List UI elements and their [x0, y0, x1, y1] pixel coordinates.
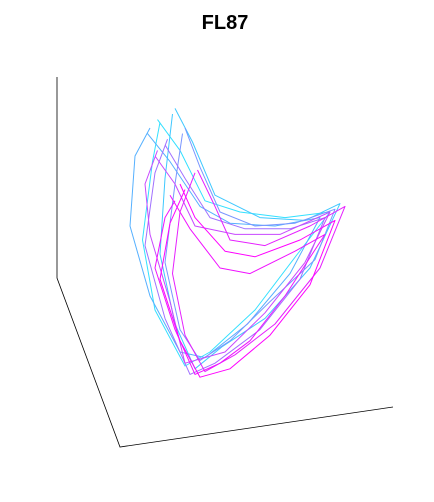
trace [142, 119, 331, 367]
trace [164, 127, 336, 361]
traces [129, 108, 346, 378]
trace [159, 108, 341, 370]
trace [172, 169, 346, 373]
trace [144, 150, 331, 364]
trace [144, 139, 326, 375]
trace [154, 194, 326, 375]
chart-title: FL87 [202, 12, 249, 34]
trace [159, 183, 336, 378]
axis-frame [56, 77, 394, 448]
